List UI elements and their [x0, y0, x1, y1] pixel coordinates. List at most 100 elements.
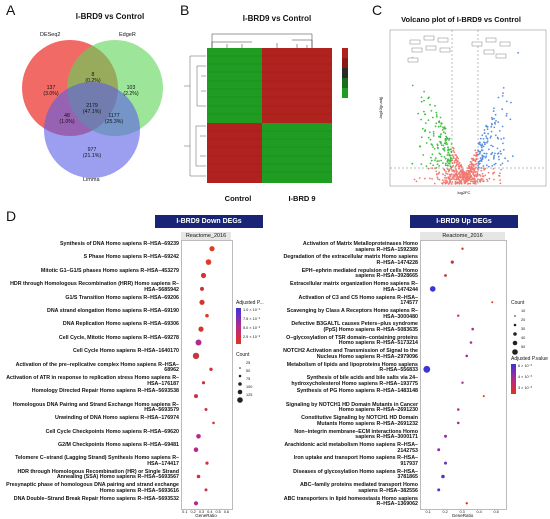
term-label: DNA Replication Homo sapiens R–HSA–69306: [62, 321, 179, 328]
volcano-point: [420, 136, 423, 139]
volcano-point: [456, 171, 458, 173]
volcano-point: [473, 165, 475, 168]
enrichment-dot: [193, 501, 199, 506]
volcano-point: [452, 164, 454, 167]
volcano-point: [444, 162, 447, 165]
volcano-point: [494, 152, 496, 155]
volcano-point: [467, 169, 470, 172]
volcano-point: [429, 177, 431, 180]
volcano-point: [471, 176, 473, 179]
volcano-point: [474, 183, 477, 185]
volcano-point: [432, 132, 435, 135]
enrichment-dot: [193, 447, 199, 452]
volcano-point: [473, 163, 475, 166]
panel-label-b: B: [180, 2, 190, 18]
volcano-point: [500, 152, 502, 155]
volcano-point: [453, 162, 456, 164]
volcano-point: [437, 125, 440, 128]
volcano-point: [434, 157, 437, 160]
volcano-point: [432, 116, 434, 119]
term-label: Cell Cycle, Mitotic Homo sapiens R–HSA–6…: [58, 334, 179, 341]
volcano-point: [450, 150, 453, 153]
volcano-point: [442, 148, 444, 150]
term-label: Unwinding of DNA Homo sapiens R–HSA–1769…: [54, 415, 179, 422]
volcano-point: [431, 153, 434, 156]
legend-label: 3 × 10⁻³: [518, 386, 532, 390]
enrichment-dot: [194, 394, 198, 399]
volcano-point: [438, 152, 441, 155]
term-label: Homology Directed Repair Homo sapiens R–…: [31, 388, 179, 395]
count-legend-item: 20: [511, 316, 525, 334]
volcano-point: [442, 173, 444, 176]
volcano-point: [436, 115, 438, 118]
volcano-point: [469, 163, 471, 166]
volcano-point: [458, 165, 460, 168]
heatmap-block-control-top: [207, 48, 262, 123]
volcano-point: [450, 183, 453, 185]
count-legend-item: 125: [236, 391, 252, 409]
volcano-point: [442, 181, 445, 184]
volcano-point: [494, 121, 496, 124]
volcano-point: [446, 173, 449, 175]
volcano-point: [442, 144, 445, 147]
volcano-point: [491, 118, 494, 121]
volcano-point: [484, 174, 487, 177]
down-term-labels: Synthesis of DNA Homo sapiens R–HSA–6923…: [2, 240, 179, 508]
volcano-point: [441, 129, 444, 131]
term-label: Presynaptic phase of homologous DNA pair…: [6, 482, 179, 494]
enrichment-dot: [429, 286, 436, 292]
term-label: Mitotic G1–G1/S phases Homo sapiens R–HS…: [40, 267, 179, 274]
volcano-point: [490, 144, 492, 147]
heatmap-title: I-BRD9 vs Control: [242, 14, 312, 23]
volcano-point: [448, 154, 451, 157]
volcano-point: [487, 165, 490, 168]
legend-label: 4 × 10⁻³: [518, 375, 532, 379]
volcano-point: [465, 176, 468, 178]
x-tick-label: 0.1: [182, 510, 188, 514]
down-dots: [192, 246, 215, 506]
volcano-point: [435, 114, 438, 116]
volcano-point: [486, 178, 488, 181]
volcano-point: [452, 175, 455, 177]
volcano-point: [466, 180, 468, 183]
volcano-point: [493, 163, 496, 166]
volcano-point: [462, 172, 465, 175]
volcano-point: [486, 138, 489, 140]
volcano-point: [461, 174, 463, 176]
term-label: Diseases of glycosylation Homo sapiens R…: [293, 468, 418, 481]
enrichment-dot: [444, 434, 447, 438]
up-degs-title: I-BRD9 Up DEGs: [410, 215, 518, 228]
volcano-point: [494, 134, 497, 137]
down-legend-padj-title: Adjusted P...: [236, 300, 264, 306]
volcano-point: [487, 171, 490, 174]
enrichment-dot: [465, 502, 468, 505]
volcano-point: [433, 182, 436, 185]
volcano-point: [477, 163, 480, 166]
volcano-point: [485, 125, 487, 128]
volcano-point: [501, 95, 504, 97]
volcano-point: [485, 152, 488, 155]
term-label: Homologous DNA Pairing and Strand Exchan…: [12, 401, 179, 414]
volcano-point: [438, 121, 441, 124]
volcano-point: [453, 170, 456, 173]
volcano-point: [423, 177, 426, 180]
volcano-point: [501, 125, 504, 128]
volcano-point: [505, 114, 508, 117]
term-label: Signaling by NOTCH1 HD Domain Mutants in…: [285, 401, 418, 414]
volcano-point: [486, 140, 489, 143]
volcano-point: [444, 181, 447, 184]
enrichment-dot: [457, 314, 460, 317]
count-legend-item: 40: [511, 334, 525, 352]
enrichment-dot: [437, 488, 441, 492]
volcano-point: [466, 169, 468, 172]
term-label: Telomere C–strand (Lagging Strand) Synth…: [15, 455, 179, 467]
volcano-point: [499, 164, 502, 166]
count-legend-item: 30: [511, 325, 525, 343]
volcano-point: [498, 175, 501, 177]
volcano-point: [411, 84, 414, 87]
volcano-point: [436, 160, 439, 163]
enrichment-dot: [209, 367, 213, 371]
volcano-point: [455, 164, 458, 167]
volcano-point: [442, 162, 444, 165]
panel-label-d: D: [6, 208, 17, 224]
